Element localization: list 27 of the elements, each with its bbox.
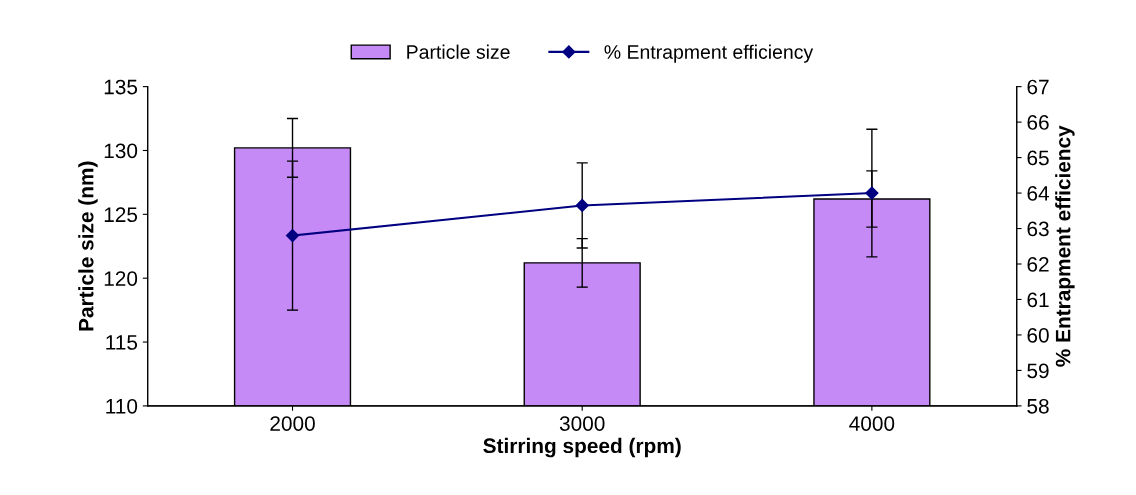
- y2-tick-label: 64: [1027, 186, 1050, 201]
- legend-label: % Entrapment efficiency: [604, 44, 814, 63]
- y2-tick-label: 60: [1027, 327, 1049, 343]
- y-tick-label: 130: [104, 143, 138, 159]
- point: [575, 198, 589, 213]
- y-tick-label: 135: [104, 79, 138, 95]
- x-tick-label: 2000: [270, 416, 315, 431]
- y2-axis-title: % Entrapment efficiency: [1055, 125, 1075, 367]
- y-tick-label: 125: [104, 207, 138, 223]
- point: [285, 229, 300, 243]
- y2-tick-label: 59: [1027, 363, 1049, 379]
- y-tick-label: 110: [106, 398, 138, 414]
- y2-tick-label: 63: [1027, 221, 1049, 237]
- y-tick-label: 120: [104, 271, 138, 286]
- y2-tick-label: 65: [1027, 150, 1049, 166]
- y2-tick-label: 61: [1027, 292, 1049, 308]
- y2-tick-label: 66: [1027, 115, 1049, 130]
- y2-tick-label: 67: [1027, 79, 1049, 95]
- x-axis-title: Stirring speed (rpm): [483, 437, 681, 458]
- y-tick-label: 115: [106, 335, 138, 350]
- y2-tick-label: 62: [1027, 257, 1049, 272]
- legend-label: Particle size: [407, 44, 510, 59]
- x-tick-label: 3000: [559, 416, 605, 431]
- x-tick-label: 4000: [849, 416, 895, 431]
- point: [865, 186, 879, 200]
- y-axis-title: Particle size (nm): [78, 161, 98, 331]
- y2-tick-label: 58: [1027, 398, 1049, 414]
